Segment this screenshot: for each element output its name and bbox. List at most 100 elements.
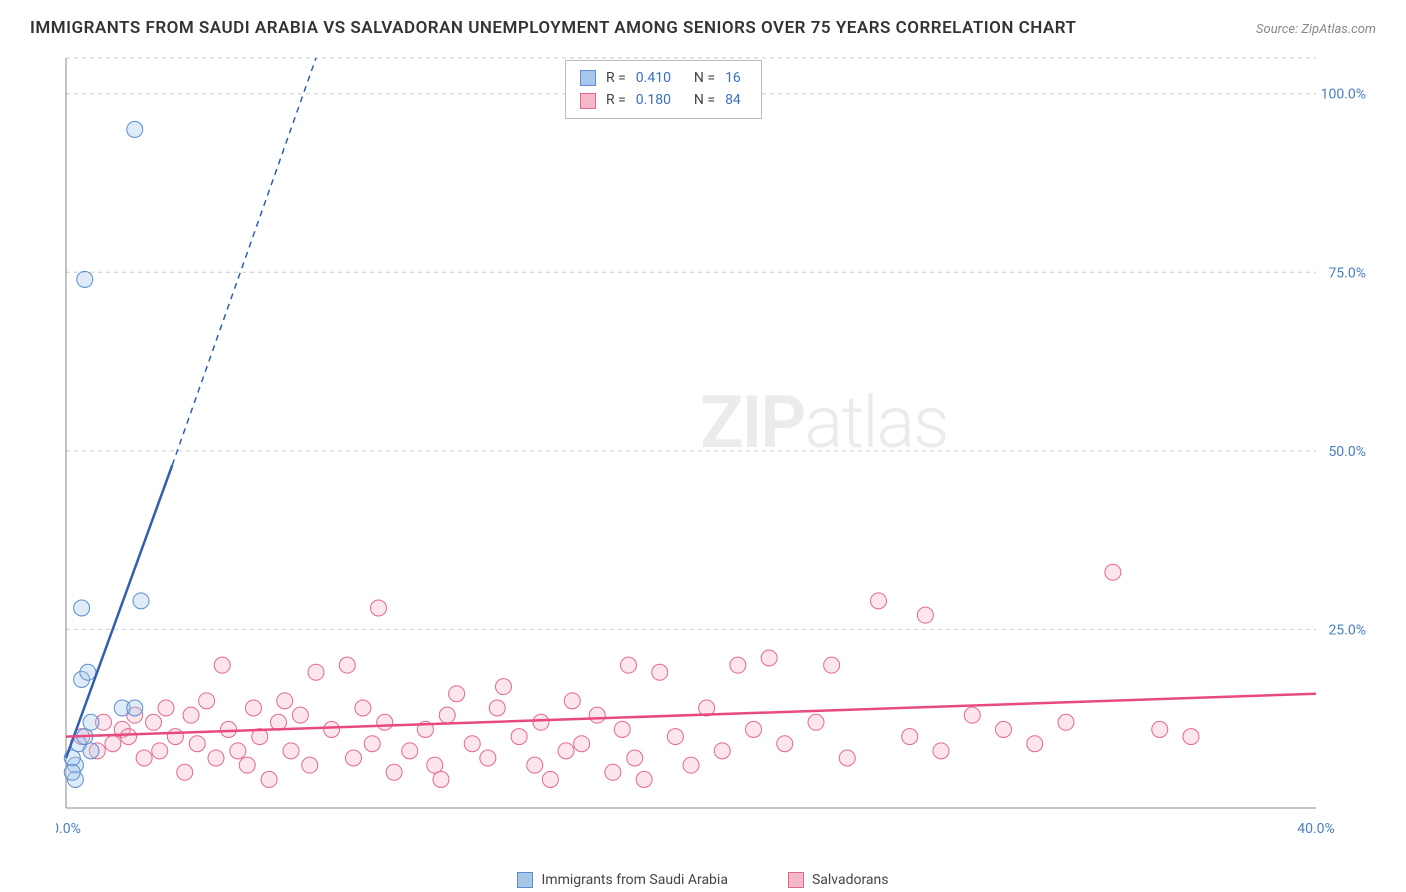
legend-swatch bbox=[580, 93, 596, 109]
legend-label: Salvadorans bbox=[812, 872, 889, 888]
data-point bbox=[605, 764, 621, 780]
legend-stats: R = 0.410 N = 16R = 0.180 N = 84 bbox=[565, 60, 762, 119]
data-point bbox=[917, 607, 933, 623]
data-point bbox=[996, 721, 1012, 737]
data-point bbox=[614, 721, 630, 737]
data-point bbox=[183, 707, 199, 723]
data-point bbox=[127, 700, 143, 716]
data-point bbox=[627, 750, 643, 766]
data-point bbox=[439, 707, 455, 723]
data-point bbox=[246, 700, 262, 716]
data-point bbox=[292, 707, 308, 723]
legend-swatch bbox=[788, 872, 804, 888]
data-point bbox=[761, 650, 777, 666]
data-point bbox=[177, 764, 193, 780]
y-tick-label: 75.0% bbox=[1328, 265, 1366, 281]
data-point bbox=[364, 736, 380, 752]
data-point bbox=[746, 721, 762, 737]
data-point bbox=[1058, 714, 1074, 730]
data-point bbox=[239, 757, 255, 773]
data-point bbox=[839, 750, 855, 766]
data-point bbox=[77, 271, 93, 287]
data-point bbox=[167, 729, 183, 745]
data-point bbox=[824, 657, 840, 673]
legend-label: Immigrants from Saudi Arabia bbox=[541, 872, 727, 888]
data-point bbox=[189, 736, 205, 752]
n-value: 84 bbox=[725, 89, 741, 111]
data-point bbox=[542, 771, 558, 787]
data-point bbox=[386, 764, 402, 780]
x-tick-label: 40.0% bbox=[1297, 821, 1335, 837]
data-point bbox=[1027, 736, 1043, 752]
data-point bbox=[558, 743, 574, 759]
data-point bbox=[449, 686, 465, 702]
data-point bbox=[346, 750, 362, 766]
data-point bbox=[652, 664, 668, 680]
data-point bbox=[146, 714, 162, 730]
data-point bbox=[127, 121, 143, 137]
data-point bbox=[152, 743, 168, 759]
data-point bbox=[199, 693, 215, 709]
data-point bbox=[74, 600, 90, 616]
data-point bbox=[83, 714, 99, 730]
data-point bbox=[427, 757, 443, 773]
r-value: 0.410 bbox=[636, 67, 671, 89]
chart-title: IMMIGRANTS FROM SAUDI ARABIA VS SALVADOR… bbox=[30, 18, 1077, 38]
data-point bbox=[589, 707, 605, 723]
legend-stats-row: R = 0.410 N = 16 bbox=[580, 67, 747, 89]
r-label: R = bbox=[606, 67, 626, 89]
data-point bbox=[105, 736, 121, 752]
data-point bbox=[214, 657, 230, 673]
n-label: N = bbox=[687, 89, 715, 111]
data-point bbox=[277, 693, 293, 709]
x-tick-label: 0.0% bbox=[56, 821, 81, 837]
r-value: 0.180 bbox=[636, 89, 671, 111]
data-point bbox=[402, 743, 418, 759]
legend-swatch bbox=[517, 872, 533, 888]
data-point bbox=[302, 757, 318, 773]
data-point bbox=[324, 721, 340, 737]
n-label: N = bbox=[687, 67, 715, 89]
y-tick-label: 100.0% bbox=[1321, 87, 1366, 103]
data-point bbox=[464, 736, 480, 752]
data-point bbox=[208, 750, 224, 766]
data-point bbox=[283, 743, 299, 759]
data-point bbox=[355, 700, 371, 716]
data-point bbox=[667, 729, 683, 745]
y-tick-label: 25.0% bbox=[1328, 622, 1366, 638]
source-label: Source: ZipAtlas.com bbox=[1256, 22, 1376, 37]
legend-stats-row: R = 0.180 N = 84 bbox=[580, 89, 747, 111]
data-point bbox=[230, 743, 246, 759]
data-point bbox=[339, 657, 355, 673]
data-point bbox=[1105, 564, 1121, 580]
data-point bbox=[902, 729, 918, 745]
data-point bbox=[777, 736, 793, 752]
data-point bbox=[683, 757, 699, 773]
data-point bbox=[714, 743, 730, 759]
data-point bbox=[377, 714, 393, 730]
data-point bbox=[133, 593, 149, 609]
data-point bbox=[964, 707, 980, 723]
data-point bbox=[496, 679, 512, 695]
data-point bbox=[564, 693, 580, 709]
n-value: 16 bbox=[725, 67, 741, 89]
data-point bbox=[221, 721, 237, 737]
data-point bbox=[1152, 721, 1168, 737]
data-point bbox=[83, 743, 99, 759]
data-point bbox=[533, 714, 549, 730]
data-point bbox=[136, 750, 152, 766]
data-point bbox=[636, 771, 652, 787]
legend-item: Salvadorans bbox=[788, 872, 889, 888]
data-point bbox=[527, 757, 543, 773]
data-point bbox=[308, 664, 324, 680]
data-point bbox=[80, 664, 96, 680]
data-point bbox=[730, 657, 746, 673]
data-point bbox=[871, 593, 887, 609]
data-point bbox=[1183, 729, 1199, 745]
data-point bbox=[489, 700, 505, 716]
data-point bbox=[621, 657, 637, 673]
data-point bbox=[511, 729, 527, 745]
y-tick-label: 50.0% bbox=[1328, 444, 1366, 460]
legend-item: Immigrants from Saudi Arabia bbox=[517, 872, 727, 888]
data-point bbox=[433, 771, 449, 787]
